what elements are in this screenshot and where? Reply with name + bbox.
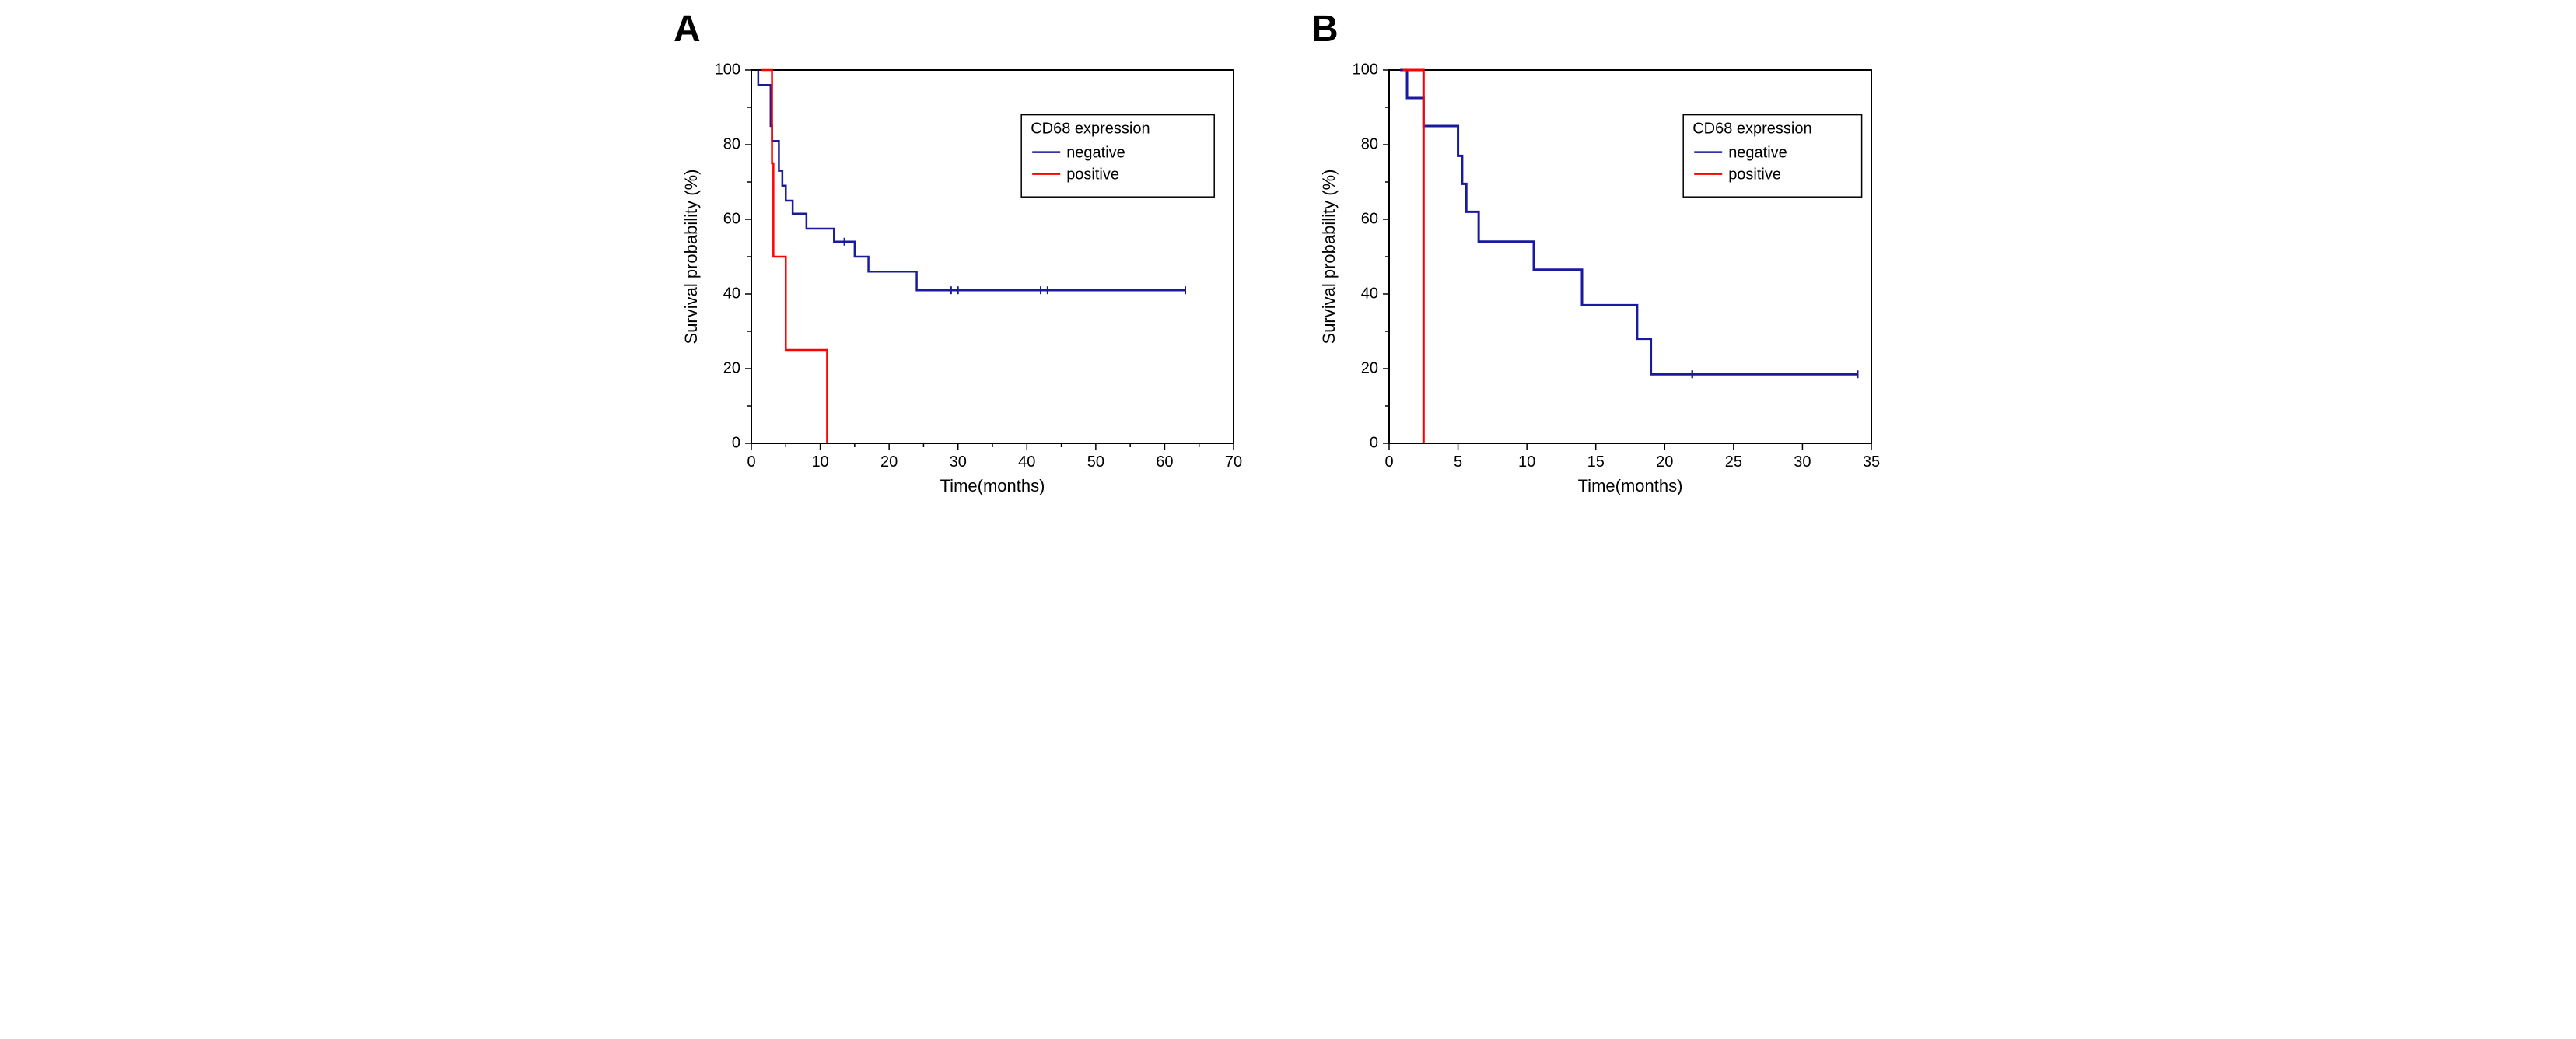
ylabel: Survival probability (%) <box>681 170 701 345</box>
xtick-label: 20 <box>1656 453 1673 471</box>
ytick-label: 40 <box>1361 285 1378 302</box>
ytick-label: 20 <box>723 359 740 376</box>
ytick-label: 0 <box>732 434 740 451</box>
legend-label: positive <box>1066 166 1119 184</box>
ytick-label: 100 <box>715 61 740 78</box>
xtick-label: 40 <box>1018 453 1035 471</box>
km-chart-A: 0 20 40 60 80 100 0 10 20 30 40 50 60 70 Time(months) S… <box>666 16 1272 513</box>
legend-label: negative <box>1728 145 1787 162</box>
xlabel: Time(months) <box>940 476 1045 495</box>
ytick-label: 80 <box>723 135 740 152</box>
panel-label-A: A <box>674 8 701 51</box>
xtick-label: 5 <box>1454 453 1462 471</box>
xtick-label: 30 <box>1794 453 1811 471</box>
ytick-label: 80 <box>1361 135 1378 152</box>
panel-A: A 020406080100010203040506070Time(months… <box>666 16 1272 513</box>
panel-B: B 02040608010005101520253035Time(months)… <box>1304 16 1910 513</box>
ytick-label: 100 <box>1353 61 1378 78</box>
xtick-label: 0 <box>1384 453 1393 471</box>
xtick-label: 0 <box>747 453 755 471</box>
series-positive <box>761 70 827 443</box>
ytick-label: 40 <box>723 285 740 302</box>
legend-title: CD68 expression <box>1031 121 1150 138</box>
xtick-label: 25 <box>1725 453 1742 471</box>
xtick-label: 30 <box>950 453 967 471</box>
xtick-label: 15 <box>1587 453 1605 471</box>
xtick-label: 70 <box>1225 453 1242 471</box>
figure-row: A 020406080100010203040506070Time(months… <box>16 16 2560 513</box>
ytick-label: 0 <box>1370 434 1378 451</box>
ylabel: Survival probability (%) <box>1319 170 1339 345</box>
xtick-label: 60 <box>1156 453 1173 471</box>
legend-label: negative <box>1066 145 1125 162</box>
xtick-label: 10 <box>811 453 828 471</box>
km-chart-B: 0 20 40 60 80 100 0 5 10 15 20 25 30 35 Time(months) Su… <box>1304 16 1910 513</box>
legend-label: positive <box>1728 166 1781 184</box>
xtick-label: 20 <box>880 453 898 471</box>
xtick-label: 35 <box>1863 453 1880 471</box>
xlabel: Time(months) <box>1578 476 1683 495</box>
ytick-label: 60 <box>723 210 740 227</box>
ytick-label: 20 <box>1361 359 1378 376</box>
panel-label-B: B <box>1311 8 1339 51</box>
xtick-label: 50 <box>1087 453 1104 471</box>
series-positive <box>1403 70 1424 443</box>
xtick-label: 10 <box>1518 453 1535 471</box>
ytick-label: 60 <box>1361 210 1378 227</box>
legend-title: CD68 expression <box>1692 121 1811 138</box>
